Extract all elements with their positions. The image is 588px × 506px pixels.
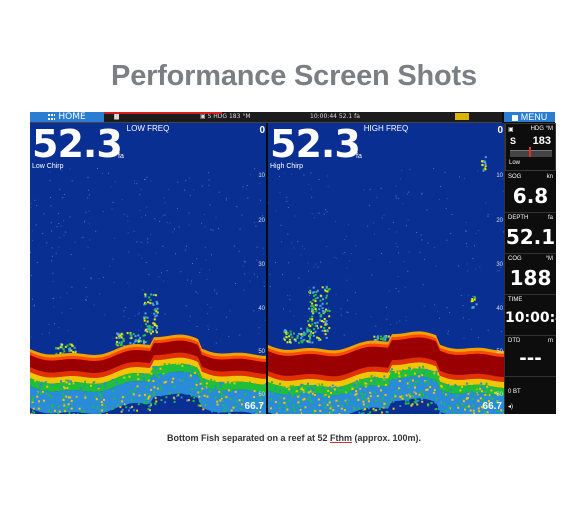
depth-readout: 52.3 [270,123,361,166]
depth-scale-40: 40 [258,306,265,312]
caption-text-end: (approx. 100m). [352,433,422,443]
depth-tile-unit: fa [547,215,553,221]
caption-unit: Fthm [330,433,352,443]
battery-icon [455,113,469,120]
depth-scale-30: 30 [496,262,503,268]
bluetooth-status[interactable]: 0 BT [508,389,521,395]
depth-scale-30: 30 [258,262,265,268]
home-button[interactable]: HOME [30,112,104,122]
cog-value: 188 [509,266,552,290]
sog-tile[interactable]: SOG kn 6.8 [505,172,556,213]
sonar-echo-left [30,168,266,414]
compass-unit: HDG °M [530,126,553,132]
cog-label: COG [508,256,522,262]
depth-scale-0: 0 [259,125,265,136]
status-time-readout: 10:00:44 52.1 fa [310,113,360,120]
depth-unit: fa [118,153,124,160]
depth-scale-0: 0 [497,125,503,136]
sog-label: SOG [508,174,522,180]
menu-icon [511,114,518,121]
depth-readout: 52.3 [32,123,123,166]
depth-scale-20: 20 [496,218,503,224]
dtd-value: --- [519,348,542,369]
dtd-tile[interactable]: DTD m --- [505,336,556,377]
depth-unit: fa [356,153,362,160]
status-bar: HOME ▐▌ ▣ S HDG 183 °M 10:00:44 52.1 fa [30,112,502,123]
heading-compass[interactable]: ▣ HDG °M S 183 Low [505,123,556,171]
home-grid-icon [48,113,56,120]
cog-unit: °M [545,256,553,262]
menu-button[interactable]: MENU [504,112,555,122]
home-label: HOME [58,112,86,122]
sog-value: 6.8 [512,184,549,208]
depth-tile[interactable]: DEPTH fa 52.1 [505,213,556,254]
time-value: 10:00:44 [505,310,575,326]
depth-value: 52.1 [505,225,556,249]
chirp-mode-label: Low Chirp [32,163,64,170]
depth-scale-10: 10 [496,173,503,179]
compass-direction: S [510,136,517,146]
pane-frequency-label: HIGH FREQ [363,124,409,133]
depth-scale-60: 60 [258,392,265,398]
page-heading: Performance Screen Shots [111,60,477,92]
sonar-pane-low[interactable]: LOW FREQ 52.3 fa Low Chirp 0 10 20 30 40… [30,123,266,414]
volume-icon[interactable]: ◂) [508,404,514,410]
compass-tape [510,150,552,157]
time-tile[interactable]: TIME 10:00:44 [505,295,575,336]
dtd-label: DTD [508,338,521,344]
depth-scale-10: 10 [258,173,265,179]
depth-scale-50: 50 [258,349,265,355]
depth-scale-60: 60 [496,392,503,398]
caption-text-start: Bottom Fish separated on a reef at 52 [166,433,330,443]
compass-needle [529,147,531,157]
cog-tile[interactable]: COG °M 188 [505,254,556,295]
status-heading-readout: ▣ S HDG 183 °M [200,113,251,120]
depth-scale-20: 20 [258,218,265,224]
compass-icon: ▣ [508,127,514,133]
depth-scale-40: 40 [496,306,503,312]
sonar-echo-right [268,156,504,414]
time-label: TIME [508,297,523,303]
range-readout: 66.7 [482,401,502,412]
dtd-unit: m [548,338,553,344]
signal-icon: ▐▌ [112,113,122,120]
chartplotter-screen: HOME ▐▌ ▣ S HDG 183 °M 10:00:44 52.1 fa … [30,112,575,414]
pane-frequency-label: LOW FREQ [126,124,170,133]
menu-label: MENU [520,112,548,122]
range-readout: 66.7 [244,401,264,412]
depth-label: DEPTH [508,215,529,221]
sog-unit: kn [546,174,553,180]
chirp-mode-label: High Chirp [270,163,304,170]
image-caption: Bottom Fish separated on a reef at 52 Ft… [0,433,588,443]
sonar-pane-high[interactable]: HIGH FREQ 52.3 fa High Chirp 0 10 20 30 … [268,123,504,414]
range-indicator-line [104,112,222,114]
compass-mode: Low [509,160,521,166]
data-panel: ▣ HDG °M S 183 Low SOG kn 6.8 DEPTH fa 5… [504,123,575,414]
depth-scale-50: 50 [496,349,503,355]
compass-heading-value: 183 [532,135,551,147]
